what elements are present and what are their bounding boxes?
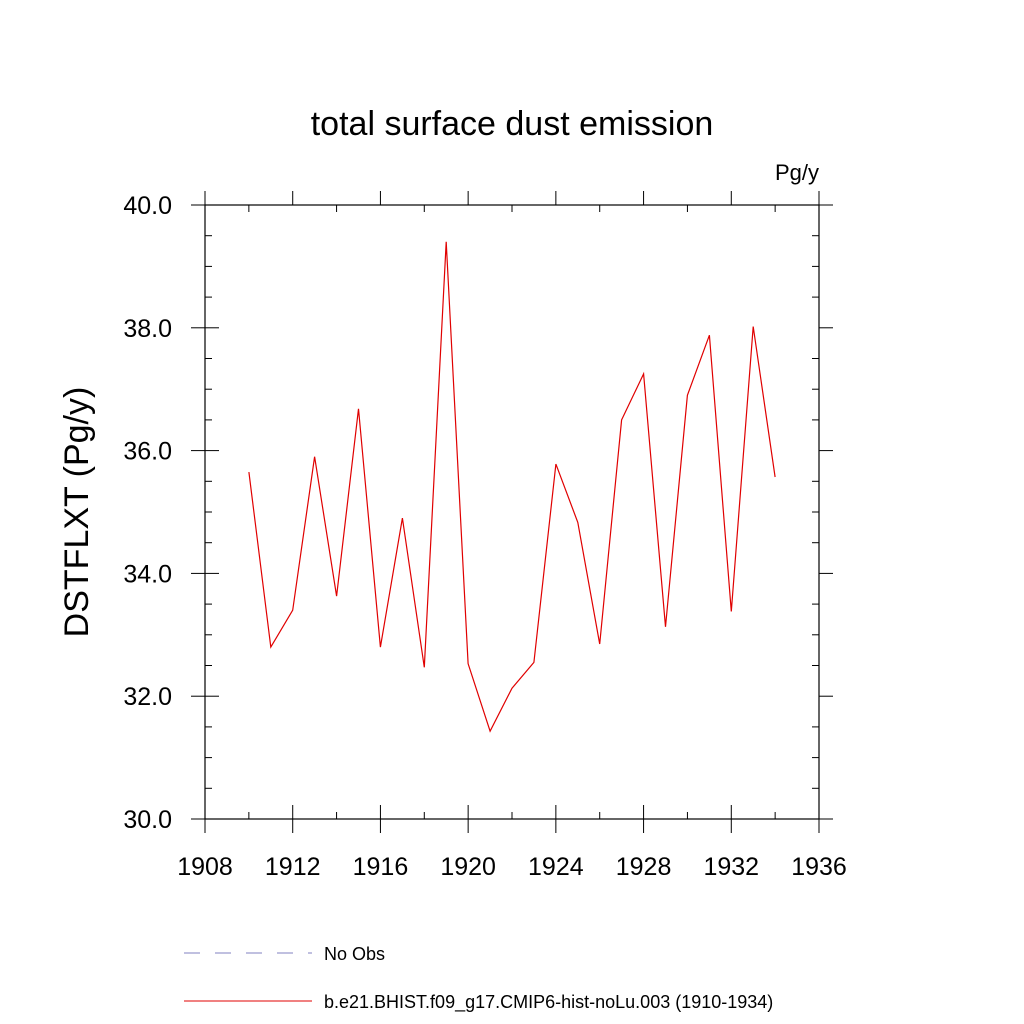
legend: No Obs b.e21.BHIST.f09_g17.CMIP6-hist-noL… [184,944,773,1013]
legend-label: b.e21.BHIST.f09_g17.CMIP6-hist-noLu.003 … [324,992,773,1013]
y-tick-label: 38.0 [123,315,172,343]
x-tick-label: 1912 [265,853,321,881]
y-tick-label: 40.0 [123,192,172,220]
y-axis-label: DSTFLXT (Pg/y) [58,387,96,638]
x-tick-label: 1908 [177,853,233,881]
y-tick-label: 30.0 [123,806,172,834]
x-tick-label: 1936 [791,853,847,881]
y-tick-label: 32.0 [123,683,172,711]
x-tick-label: 1932 [703,853,759,881]
plot-frame [204,204,820,820]
major-ticks [191,191,833,833]
series-line [248,241,776,733]
x-tick-label: 1916 [353,853,409,881]
units-label: Pg/y [775,160,819,185]
chart-title: total surface dust emission [311,105,714,143]
x-tick-label: 1924 [528,853,584,881]
minor-ticks [205,205,819,819]
series-layer [248,241,776,733]
y-tick-label: 34.0 [123,560,172,588]
y-tick-label: 36.0 [123,438,172,466]
x-tick-label: 1920 [440,853,496,881]
x-tick-label: 1928 [616,853,672,881]
legend-label: No Obs [324,944,385,964]
tick-labels: 1908 1912 1916 1920 1924 1928 1932 1936 30.0 32.0… [123,192,846,881]
